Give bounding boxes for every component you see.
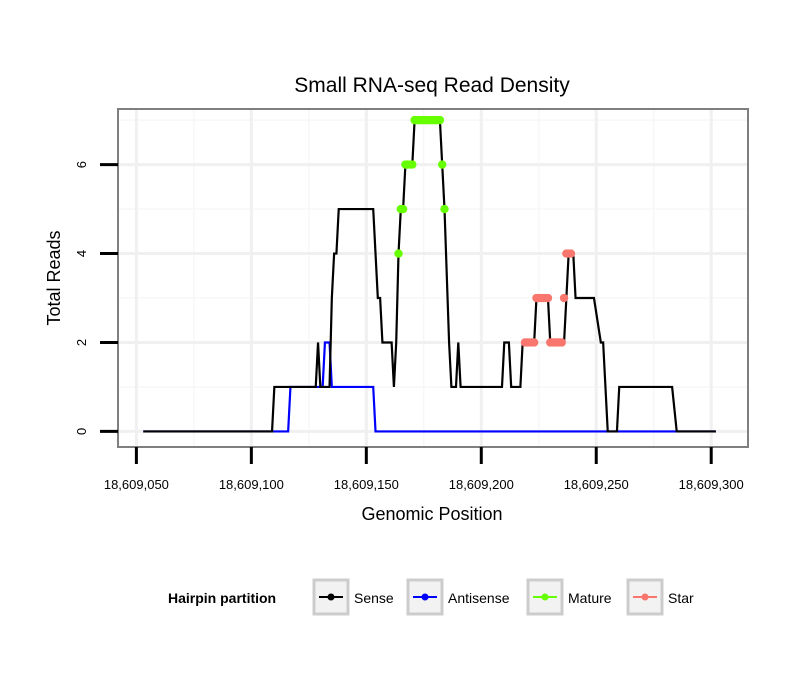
legend-label-antisense: Antisense bbox=[448, 590, 510, 606]
data-point-mature bbox=[398, 204, 408, 214]
plot-panel-border bbox=[117, 108, 749, 448]
y-tick-label: 4 bbox=[74, 250, 89, 257]
legend-item-mature: Mature bbox=[526, 578, 612, 616]
legend-item-star: Star bbox=[626, 578, 694, 616]
x-tick-label: 18,609,100 bbox=[219, 477, 284, 492]
legend-label-sense: Sense bbox=[354, 590, 394, 606]
legend-label-star: Star bbox=[668, 590, 694, 606]
x-tick-label: 18,609,050 bbox=[104, 477, 169, 492]
data-point-star bbox=[566, 249, 576, 258]
data-point-mature bbox=[440, 204, 449, 214]
x-tick-label: 18,609,250 bbox=[564, 477, 629, 492]
legend-key-point bbox=[641, 593, 649, 601]
data-point-star bbox=[529, 338, 539, 347]
marker-layer bbox=[394, 115, 576, 347]
legend-item-sense: Sense bbox=[312, 578, 394, 616]
legend-key-point bbox=[327, 593, 335, 601]
chart-title: Small RNA-seq Read Density bbox=[294, 74, 570, 97]
series-line-antisense bbox=[143, 341, 716, 433]
data-point-mature bbox=[437, 160, 447, 169]
x-tick-label: 18,609,200 bbox=[449, 477, 514, 492]
x-tick-label: 18,609,300 bbox=[679, 477, 744, 492]
legend-key-point bbox=[421, 593, 429, 601]
series-line-sense bbox=[143, 119, 716, 433]
data-point-mature bbox=[408, 160, 417, 169]
grid-lines bbox=[118, 109, 748, 447]
legend-title: Hairpin partition bbox=[168, 590, 276, 606]
y-tick-label: 0 bbox=[74, 428, 89, 435]
series-layer bbox=[143, 119, 716, 433]
y-axis-title: Total Reads bbox=[44, 230, 64, 325]
legend-label-mature: Mature bbox=[568, 590, 612, 606]
y-tick-label: 2 bbox=[74, 339, 89, 346]
data-point-star bbox=[557, 338, 566, 347]
y-tick-label: 6 bbox=[74, 161, 89, 168]
legend-key-point bbox=[541, 593, 549, 601]
data-point-mature bbox=[435, 115, 445, 125]
data-point-star bbox=[543, 293, 553, 303]
data-point-mature bbox=[394, 249, 403, 258]
axes: 18,609,050 18,609,100 18,609,150 18,609,200… bbox=[74, 161, 744, 492]
x-tick-label: 18,609,150 bbox=[334, 477, 399, 492]
x-axis-title: Genomic Position bbox=[361, 504, 502, 524]
legend-item-antisense: Antisense bbox=[406, 578, 510, 616]
legend: Hairpin partition Sense Antisense Mature St… bbox=[168, 578, 694, 616]
data-point-star bbox=[559, 293, 569, 303]
